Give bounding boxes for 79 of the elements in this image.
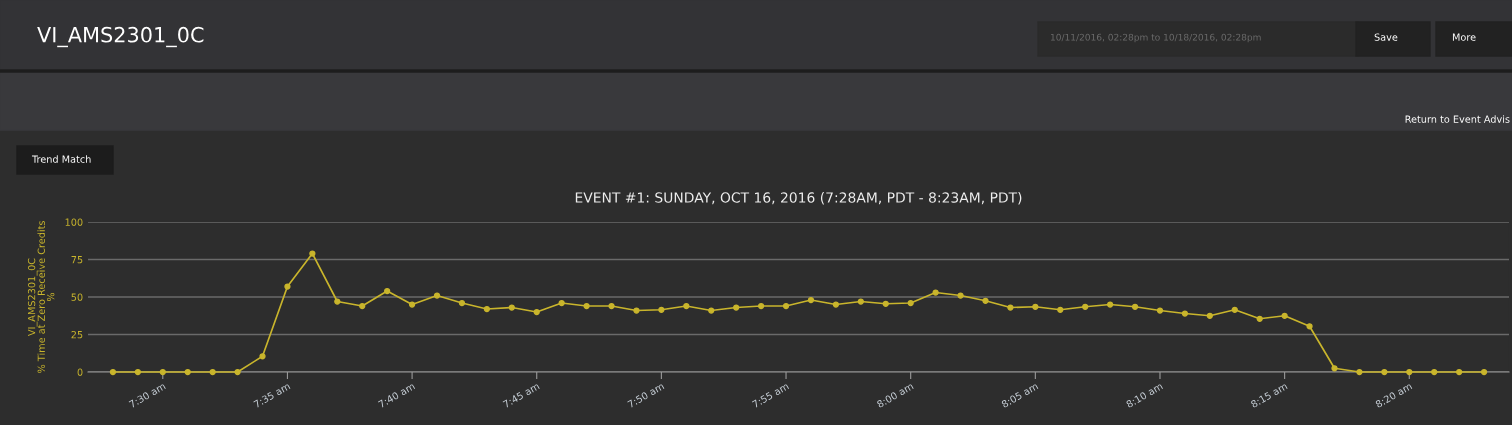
point [608, 302, 615, 310]
point [1156, 307, 1164, 314]
x-tick-label: 7:50 am [627, 382, 665, 409]
point [658, 306, 665, 313]
text: Trend Match [31, 155, 91, 163]
point [1007, 304, 1014, 311]
point [1256, 315, 1263, 322]
point [1480, 368, 1488, 376]
point [832, 301, 840, 308]
point [134, 368, 141, 376]
point [633, 307, 640, 314]
y-tick-label: 50 [71, 293, 83, 301]
text: More [1452, 33, 1476, 41]
point [1106, 301, 1114, 308]
point [1082, 303, 1089, 310]
x-tick-label: 8:15 am [1250, 382, 1288, 409]
point [533, 308, 540, 316]
point [757, 302, 765, 310]
point [1406, 368, 1413, 376]
point [807, 296, 815, 304]
chart-title: EVENT #1: SUNDAY, OCT 16, 2016 (7:28AM, PDT - 8:23AM, PDT) [575, 192, 1022, 205]
x-tick-label: 8:10 am [1125, 382, 1164, 409]
point [683, 302, 690, 310]
point [1381, 368, 1388, 376]
point [384, 287, 391, 295]
y-axis-title: VI_AMS2301_0C % Time at Zero Receive Credits % [27, 220, 55, 373]
point [932, 289, 939, 296]
point [982, 297, 989, 304]
point [583, 302, 590, 310]
point [733, 304, 740, 311]
point [1032, 303, 1039, 310]
point [284, 283, 291, 290]
point [782, 302, 790, 310]
point [558, 299, 565, 307]
point [433, 292, 441, 299]
y-tick-label: 75 [71, 256, 83, 264]
text: Return to Event Advis [1405, 115, 1510, 123]
point [882, 300, 889, 307]
point [857, 298, 864, 305]
y-tick-label: 0 [77, 368, 83, 376]
x-tick-label: 7:35 am [253, 382, 291, 409]
point [159, 368, 166, 376]
y-tick-label: 25 [71, 330, 83, 339]
point [708, 307, 715, 314]
x-tick-label: 7:45 am [502, 382, 540, 409]
point [508, 304, 515, 311]
point [334, 298, 341, 305]
point [1331, 365, 1338, 372]
point [458, 299, 466, 307]
point [1281, 312, 1288, 319]
point [234, 368, 241, 376]
point [1231, 306, 1238, 313]
point [408, 301, 416, 308]
point [1131, 303, 1139, 310]
point [957, 292, 964, 299]
x-tick-label: 8:20 am [1374, 382, 1413, 409]
point [359, 302, 366, 310]
text: Save [1374, 33, 1398, 41]
text: VI_AMS2301_0C [37, 26, 204, 48]
point [209, 368, 216, 376]
x-tick-label: 7:55 am [751, 382, 790, 409]
point [259, 353, 266, 360]
point [907, 299, 914, 307]
point [1306, 323, 1313, 330]
point [1181, 310, 1189, 317]
point [1456, 368, 1463, 376]
point [309, 250, 316, 257]
x-tick-label: 7:40 am [377, 382, 416, 409]
point [1057, 306, 1064, 313]
point [1356, 368, 1363, 376]
point [184, 368, 191, 376]
point [1431, 368, 1438, 376]
point [109, 368, 117, 376]
point [483, 305, 491, 313]
y-tick-label: 100 [65, 218, 83, 226]
x-tick-label: 8:00 am [876, 382, 914, 409]
x-tick-label: 7:30 am [128, 382, 166, 409]
point [1206, 312, 1213, 319]
x-tick-label: 8:05 am [1001, 382, 1039, 409]
